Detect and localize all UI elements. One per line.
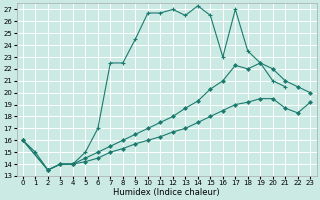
X-axis label: Humidex (Indice chaleur): Humidex (Indice chaleur) xyxy=(113,188,220,197)
